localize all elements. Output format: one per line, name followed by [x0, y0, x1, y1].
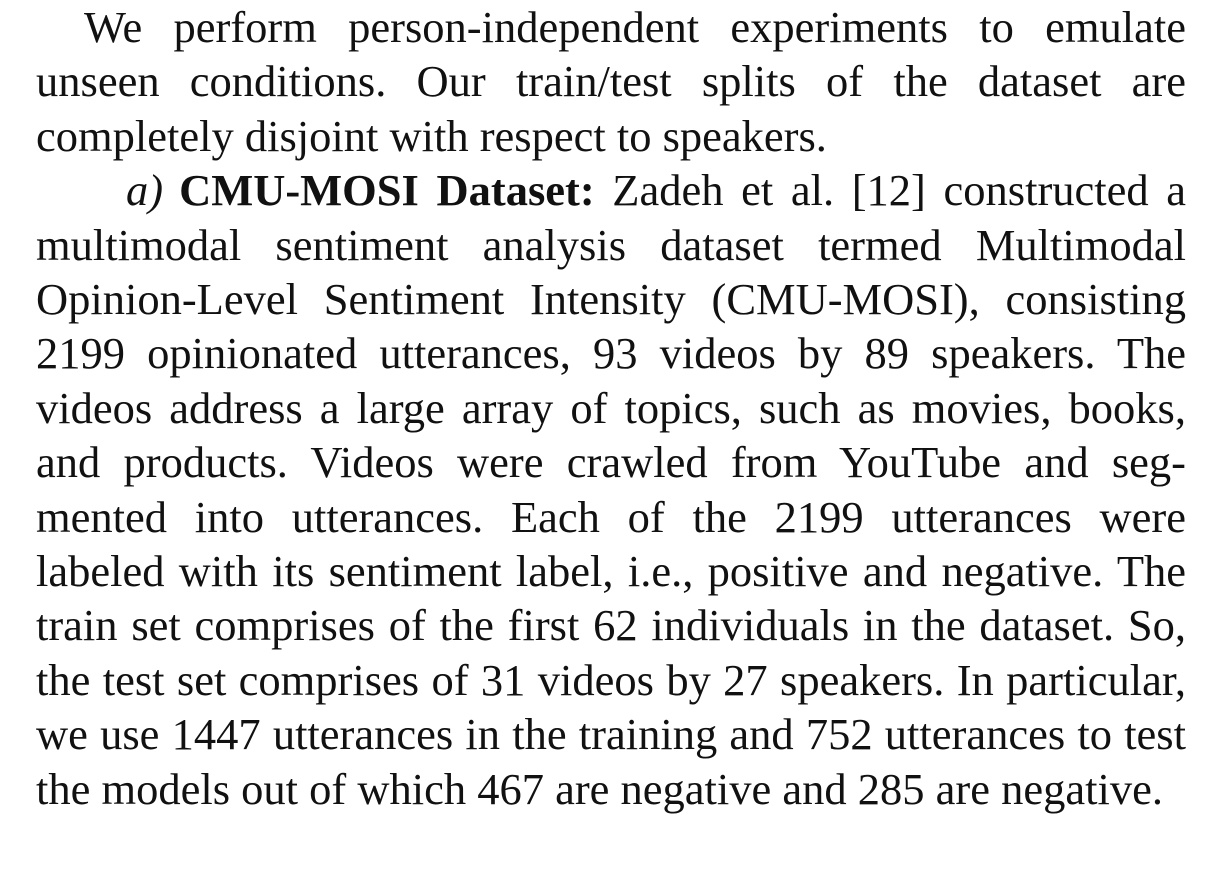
dataset-paragraph: a) CMU-MOSI Dataset: Zadeh et al. [12] co…	[36, 163, 1186, 816]
paragraph-body: Zadeh et al. [12] constructed a multimod…	[36, 165, 1187, 814]
document-page: We perform person-independent experiment…	[36, 0, 1186, 816]
intro-paragraph: We perform person-independent experiment…	[36, 2, 1186, 161]
paragraph-heading: CMU-MOSI Dataset:	[179, 165, 595, 216]
paragraph-label: a)	[126, 165, 164, 216]
